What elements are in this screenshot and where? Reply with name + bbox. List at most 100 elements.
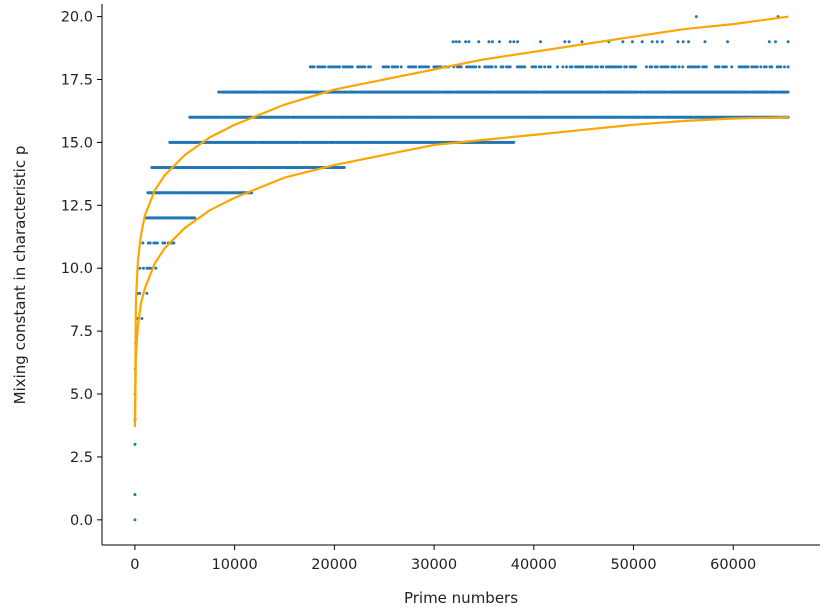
data-point (779, 65, 783, 69)
data-point (508, 65, 512, 69)
data-point (163, 241, 167, 245)
data-point (786, 90, 790, 94)
data-point (534, 65, 538, 69)
data-point (138, 291, 142, 295)
data-point (726, 40, 730, 44)
data-point (703, 40, 707, 44)
plot-area-background (102, 4, 820, 545)
data-point (759, 65, 763, 69)
data-point (148, 241, 152, 245)
y-tick-label: 12.5 (61, 198, 93, 214)
y-tick-label: 5.0 (70, 387, 93, 403)
data-point (516, 40, 520, 44)
data-point (570, 65, 574, 69)
data-point (138, 266, 142, 270)
data-point (193, 216, 197, 220)
data-point (555, 65, 559, 69)
data-point (172, 241, 176, 245)
data-point (677, 65, 681, 69)
data-point (640, 40, 644, 44)
data-point (539, 65, 543, 69)
data-point (650, 40, 654, 44)
data-point (717, 65, 721, 69)
x-tick-label: 30000 (411, 557, 457, 573)
data-point (644, 65, 648, 69)
data-point (660, 40, 664, 44)
data-point (512, 40, 516, 44)
data-point (454, 40, 458, 44)
scatter-points (133, 15, 790, 522)
data-point (724, 65, 728, 69)
data-point (767, 40, 771, 44)
data-point (655, 65, 659, 69)
y-axis-label: Mixing constant in characteristic p (11, 146, 29, 405)
y-tick-label: 20.0 (61, 10, 93, 26)
data-point (337, 65, 341, 69)
data-point (697, 65, 701, 69)
data-point (368, 65, 372, 69)
data-point (624, 65, 628, 69)
data-point (580, 40, 584, 44)
data-point (770, 65, 774, 69)
data-point (145, 291, 149, 295)
y-tick-label: 15.0 (61, 135, 93, 151)
data-point (786, 65, 790, 69)
data-point (459, 65, 463, 69)
data-point (746, 65, 750, 69)
data-point (595, 65, 599, 69)
data-point (601, 65, 605, 69)
y-axis-ticks: 0.0 2.5 5.0 7.5 10.0 12.5 15.0 17.5 20.0 (61, 10, 102, 529)
x-axis-label: Prime numbers (404, 589, 518, 607)
data-point (539, 40, 543, 44)
y-tick-label: 10.0 (61, 261, 93, 277)
x-tick-label: 10000 (212, 557, 258, 573)
data-point (590, 65, 594, 69)
x-tick-label: 0 (130, 557, 139, 573)
axes-frame (101, 4, 820, 546)
data-point (426, 65, 430, 69)
data-point (487, 40, 491, 44)
data-point (399, 65, 403, 69)
data-point (387, 65, 391, 69)
data-point (512, 140, 516, 144)
data-point (543, 65, 547, 69)
data-point (323, 65, 327, 69)
data-point (655, 40, 659, 44)
data-point (363, 65, 367, 69)
data-point (563, 40, 567, 44)
x-tick-label: 60000 (710, 557, 756, 573)
data-point (140, 317, 144, 321)
data-point (666, 65, 670, 69)
data-point (704, 65, 708, 69)
data-point (474, 65, 478, 69)
data-point (490, 40, 494, 44)
lower-bound-curve (133, 116, 789, 427)
data-point (312, 65, 316, 69)
data-point (673, 65, 677, 69)
data-point (133, 518, 137, 522)
upper-bound-curve (133, 15, 789, 427)
data-point (634, 65, 638, 69)
data-point (523, 65, 527, 69)
data-point (782, 65, 786, 69)
data-point (477, 40, 481, 44)
data-point (501, 65, 505, 69)
y-tick-label: 17.5 (61, 72, 93, 88)
data-point (451, 40, 455, 44)
x-axis-ticks: 0 10000 20000 30000 40000 50000 60000 (130, 545, 756, 573)
data-point (467, 40, 471, 44)
data-point (581, 65, 585, 69)
data-point (694, 15, 698, 19)
data-point (681, 40, 685, 44)
data-point (490, 65, 494, 69)
data-point (548, 65, 552, 69)
y-tick-label: 2.5 (70, 450, 93, 466)
data-point (764, 65, 768, 69)
data-point (141, 266, 145, 270)
y-tick-label: 7.5 (70, 324, 93, 340)
data-point (681, 65, 685, 69)
data-point (561, 65, 565, 69)
data-point (155, 241, 159, 245)
